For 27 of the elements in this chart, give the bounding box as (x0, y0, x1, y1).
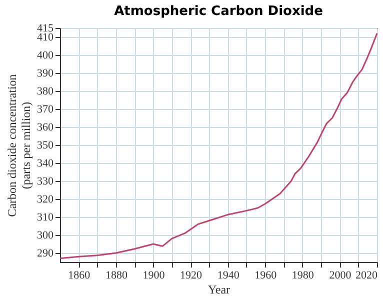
x-tick-label: 1900 (142, 270, 166, 282)
y-tick-label: 370 (37, 104, 54, 116)
x-tick-label: 1860 (68, 270, 91, 282)
line-series (59, 32, 378, 260)
y-tick-label: 290 (37, 248, 54, 260)
y-axis-title: Carbon dioxide concentration (parts per million) (5, 74, 33, 217)
x-tick-label: 1920 (180, 270, 203, 282)
y-tick-label: 340 (37, 158, 54, 170)
x-tick-label: 2000 (329, 270, 352, 282)
y-tick-label: 400 (37, 50, 54, 62)
y-tick-label: 360 (37, 122, 54, 134)
y-tick-label: 350 (37, 140, 54, 152)
y-tick-label: 330 (37, 176, 54, 188)
y-tick-label: 410 (37, 32, 54, 44)
y-tick-label: 320 (37, 194, 54, 206)
x-tick-label: 2020 (356, 270, 378, 282)
y-tick-label: 390 (37, 68, 54, 80)
x-tick-label: 1880 (105, 270, 128, 282)
x-axis-title: Year (208, 282, 230, 296)
y-tick-label: 415 (37, 22, 54, 34)
y-tick-label: 310 (37, 212, 54, 224)
y-tick-label: 380 (37, 86, 54, 98)
x-tick-label: 1940 (217, 270, 240, 282)
y-tick-label: 300 (37, 230, 54, 242)
chart-title: Atmospheric Carbon Dioxide (114, 4, 324, 19)
x-tick-label: 1960 (254, 270, 278, 282)
x-tick-label: 1980 (292, 270, 314, 282)
